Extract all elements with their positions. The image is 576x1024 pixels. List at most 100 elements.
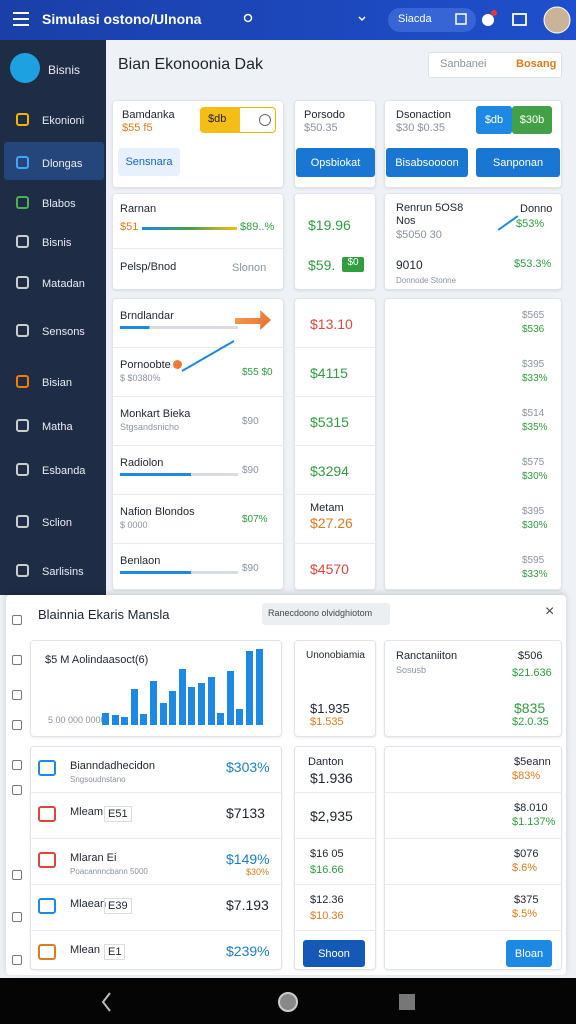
sidebar-item[interactable]: Bisian — [42, 377, 72, 389]
list-name: Mlean — [70, 944, 100, 956]
row-value: $13.10 — [310, 316, 353, 332]
sidebar-icon — [16, 463, 29, 476]
sidebar-icon — [16, 375, 29, 388]
divider — [112, 494, 284, 495]
window-icon[interactable] — [512, 13, 527, 26]
toggle-knob — [259, 114, 271, 126]
nav-icons — [101, 992, 415, 1012]
list-tag: E51 — [104, 806, 132, 822]
list-value: $303% — [226, 759, 270, 775]
panel-title: Blainnia Ekaris Mansla — [38, 607, 170, 622]
card-sub: $30 $0.35 — [396, 122, 445, 134]
card-title: Porsodo — [304, 109, 345, 121]
right-value: $395 — [522, 359, 545, 370]
sidebar-item[interactable]: Sensons — [42, 326, 85, 338]
mid-title: Danton — [308, 756, 344, 768]
divider — [384, 838, 562, 839]
bar — [178, 669, 186, 725]
app-title: Simulasi ostono/Ulnona — [42, 11, 202, 27]
card — [384, 298, 562, 590]
row-value: $5315 — [310, 414, 349, 430]
list-icon — [38, 898, 56, 914]
bar — [111, 715, 119, 725]
sidebar-item[interactable]: Esbanda — [42, 465, 86, 477]
search-box[interactable] — [428, 52, 562, 78]
card-sub: $55 f5 — [122, 122, 153, 134]
right-value: $5eann — [514, 756, 551, 768]
menu-icon[interactable] — [13, 12, 29, 26]
top-bar — [0, 0, 576, 40]
card — [294, 298, 376, 590]
list-name: Mlaean — [70, 898, 107, 910]
list-sub: Sngsoudnstano — [70, 775, 126, 784]
close[interactable]: × — [545, 603, 555, 620]
row-sub: $ $0380% — [120, 373, 161, 383]
sidebar-item[interactable]: Sclion — [42, 517, 72, 529]
side-icon — [12, 785, 22, 795]
sidebar-item[interactable]: Ekonioni — [42, 115, 85, 127]
list-tag: E39 — [104, 898, 132, 914]
sidebar-item[interactable]: Sarlisins — [42, 566, 84, 578]
dropdown-icon[interactable] — [358, 16, 366, 22]
mid-value: $12.36 — [310, 894, 344, 906]
card-title: Ranctaniiton — [396, 650, 458, 662]
bar — [140, 713, 148, 725]
row-bar — [120, 473, 238, 476]
avatar[interactable] — [543, 6, 571, 34]
notification-icon[interactable] — [482, 14, 494, 26]
row-name: Pornoobte — [120, 359, 171, 371]
sidebar-item[interactable]: Matha — [42, 421, 73, 433]
nav-back[interactable] — [101, 992, 111, 1012]
nav-recent[interactable] — [399, 994, 415, 1010]
card — [30, 746, 282, 970]
card-sub: $50.35 — [304, 122, 338, 134]
top-icons — [13, 6, 571, 34]
trend-dot — [173, 360, 182, 369]
sidebar-item[interactable]: Blabos — [42, 198, 76, 210]
button[interactable]: Bisabsoooon — [386, 148, 468, 177]
bar — [150, 681, 157, 725]
bar — [236, 709, 244, 725]
row-name: Nafion Blondos — [120, 506, 195, 518]
divider — [384, 930, 562, 931]
row-aside: $55 $0 — [242, 367, 273, 378]
search-placeholder: Sanbanei — [440, 58, 487, 70]
sidebar-item[interactable]: Matadan — [42, 278, 85, 290]
side-icon — [12, 912, 22, 922]
sidebar-item[interactable]: Bisnis — [42, 237, 72, 249]
trend-label: Donno — [520, 203, 553, 215]
list-name: Bianndadhecidon — [70, 760, 156, 772]
side-icon — [12, 760, 22, 770]
right-value: $536 — [522, 324, 545, 335]
mid-value: $10.36 — [310, 910, 344, 922]
button[interactable]: $db — [476, 106, 512, 134]
right-value: $565 — [522, 310, 545, 321]
divider — [294, 494, 376, 495]
right-value: $575 — [522, 457, 545, 468]
list-icon — [38, 944, 56, 960]
button[interactable]: Opsbiokat — [296, 148, 375, 177]
divider — [112, 347, 284, 348]
bar — [130, 689, 138, 725]
mid-value: $16.66 — [310, 864, 344, 876]
search-pill[interactable] — [388, 8, 476, 32]
divider — [294, 445, 376, 446]
card — [112, 298, 284, 590]
button[interactable]: $30b — [512, 106, 552, 134]
row-value: $4570 — [310, 561, 349, 577]
search-icon[interactable] — [243, 13, 253, 23]
nav-home[interactable] — [278, 992, 298, 1012]
page-title: Bian Ekonoonia Dak — [118, 56, 263, 73]
card-value: $59. — [308, 257, 336, 273]
sidebar-item[interactable]: Dlongas — [42, 158, 83, 170]
sidebar-icon — [16, 113, 29, 126]
button[interactable]: Bloan — [506, 940, 552, 967]
chip[interactable]: Ranecdoono olvidghiotom — [262, 603, 390, 625]
right-value: $375 — [514, 894, 539, 906]
side-icon — [12, 955, 22, 965]
button[interactable]: Sensnara — [118, 148, 180, 176]
button[interactable]: Sanponan — [476, 148, 560, 177]
bar — [217, 713, 225, 725]
list-value: $30% — [246, 867, 270, 877]
button[interactable]: Shoon — [303, 940, 365, 967]
